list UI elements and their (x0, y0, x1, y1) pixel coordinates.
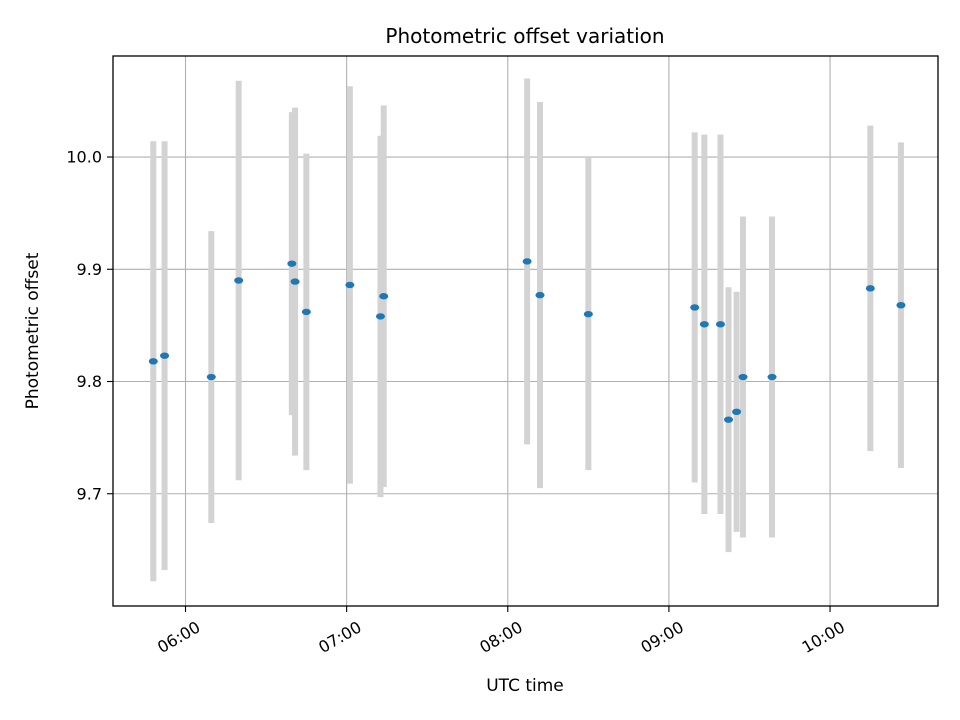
error-bars (150, 78, 904, 582)
y-tick-label: 9.7 (77, 484, 102, 503)
data-point (583, 310, 593, 318)
data-point (287, 260, 297, 267)
plot-frame (112, 55, 939, 607)
data-point (206, 373, 216, 381)
y-axis-ticks: 9.7 9.8 9.9 10.0 (66, 148, 113, 503)
data-point (301, 308, 311, 316)
data-point (865, 285, 875, 292)
data-point (738, 373, 748, 381)
data-point (715, 321, 725, 328)
y-axis-label: Photometric offset (23, 252, 43, 409)
data-point (732, 408, 742, 416)
data-point (379, 293, 389, 300)
data-point (290, 278, 300, 285)
data-point (234, 277, 244, 284)
x-axis-ticks: 06:00 07:00 08:00 09:00 10:00 (154, 606, 848, 657)
data-point (767, 373, 777, 381)
x-axis-label: UTC time (486, 676, 564, 696)
x-tick-label: 07:00 (315, 617, 364, 657)
x-tick-label: 08:00 (476, 617, 525, 657)
chart-title: Photometric offset variation (385, 24, 664, 48)
data-point (896, 301, 906, 309)
x-tick-label: 06:00 (154, 617, 203, 657)
data-point (724, 416, 734, 423)
data-point (690, 304, 700, 311)
data-point (375, 313, 385, 320)
data-point (535, 291, 545, 299)
data-point (345, 281, 355, 289)
y-tick-label: 9.9 (77, 260, 102, 279)
y-tick-label: 9.8 (77, 372, 102, 391)
x-tick-label: 10:00 (799, 617, 848, 657)
data-point (148, 358, 158, 365)
data-point (160, 352, 170, 359)
x-tick-label: 09:00 (637, 617, 686, 657)
data-point (699, 321, 709, 328)
y-tick-label: 10.0 (66, 148, 102, 167)
data-points (148, 258, 906, 423)
data-point (522, 258, 532, 265)
